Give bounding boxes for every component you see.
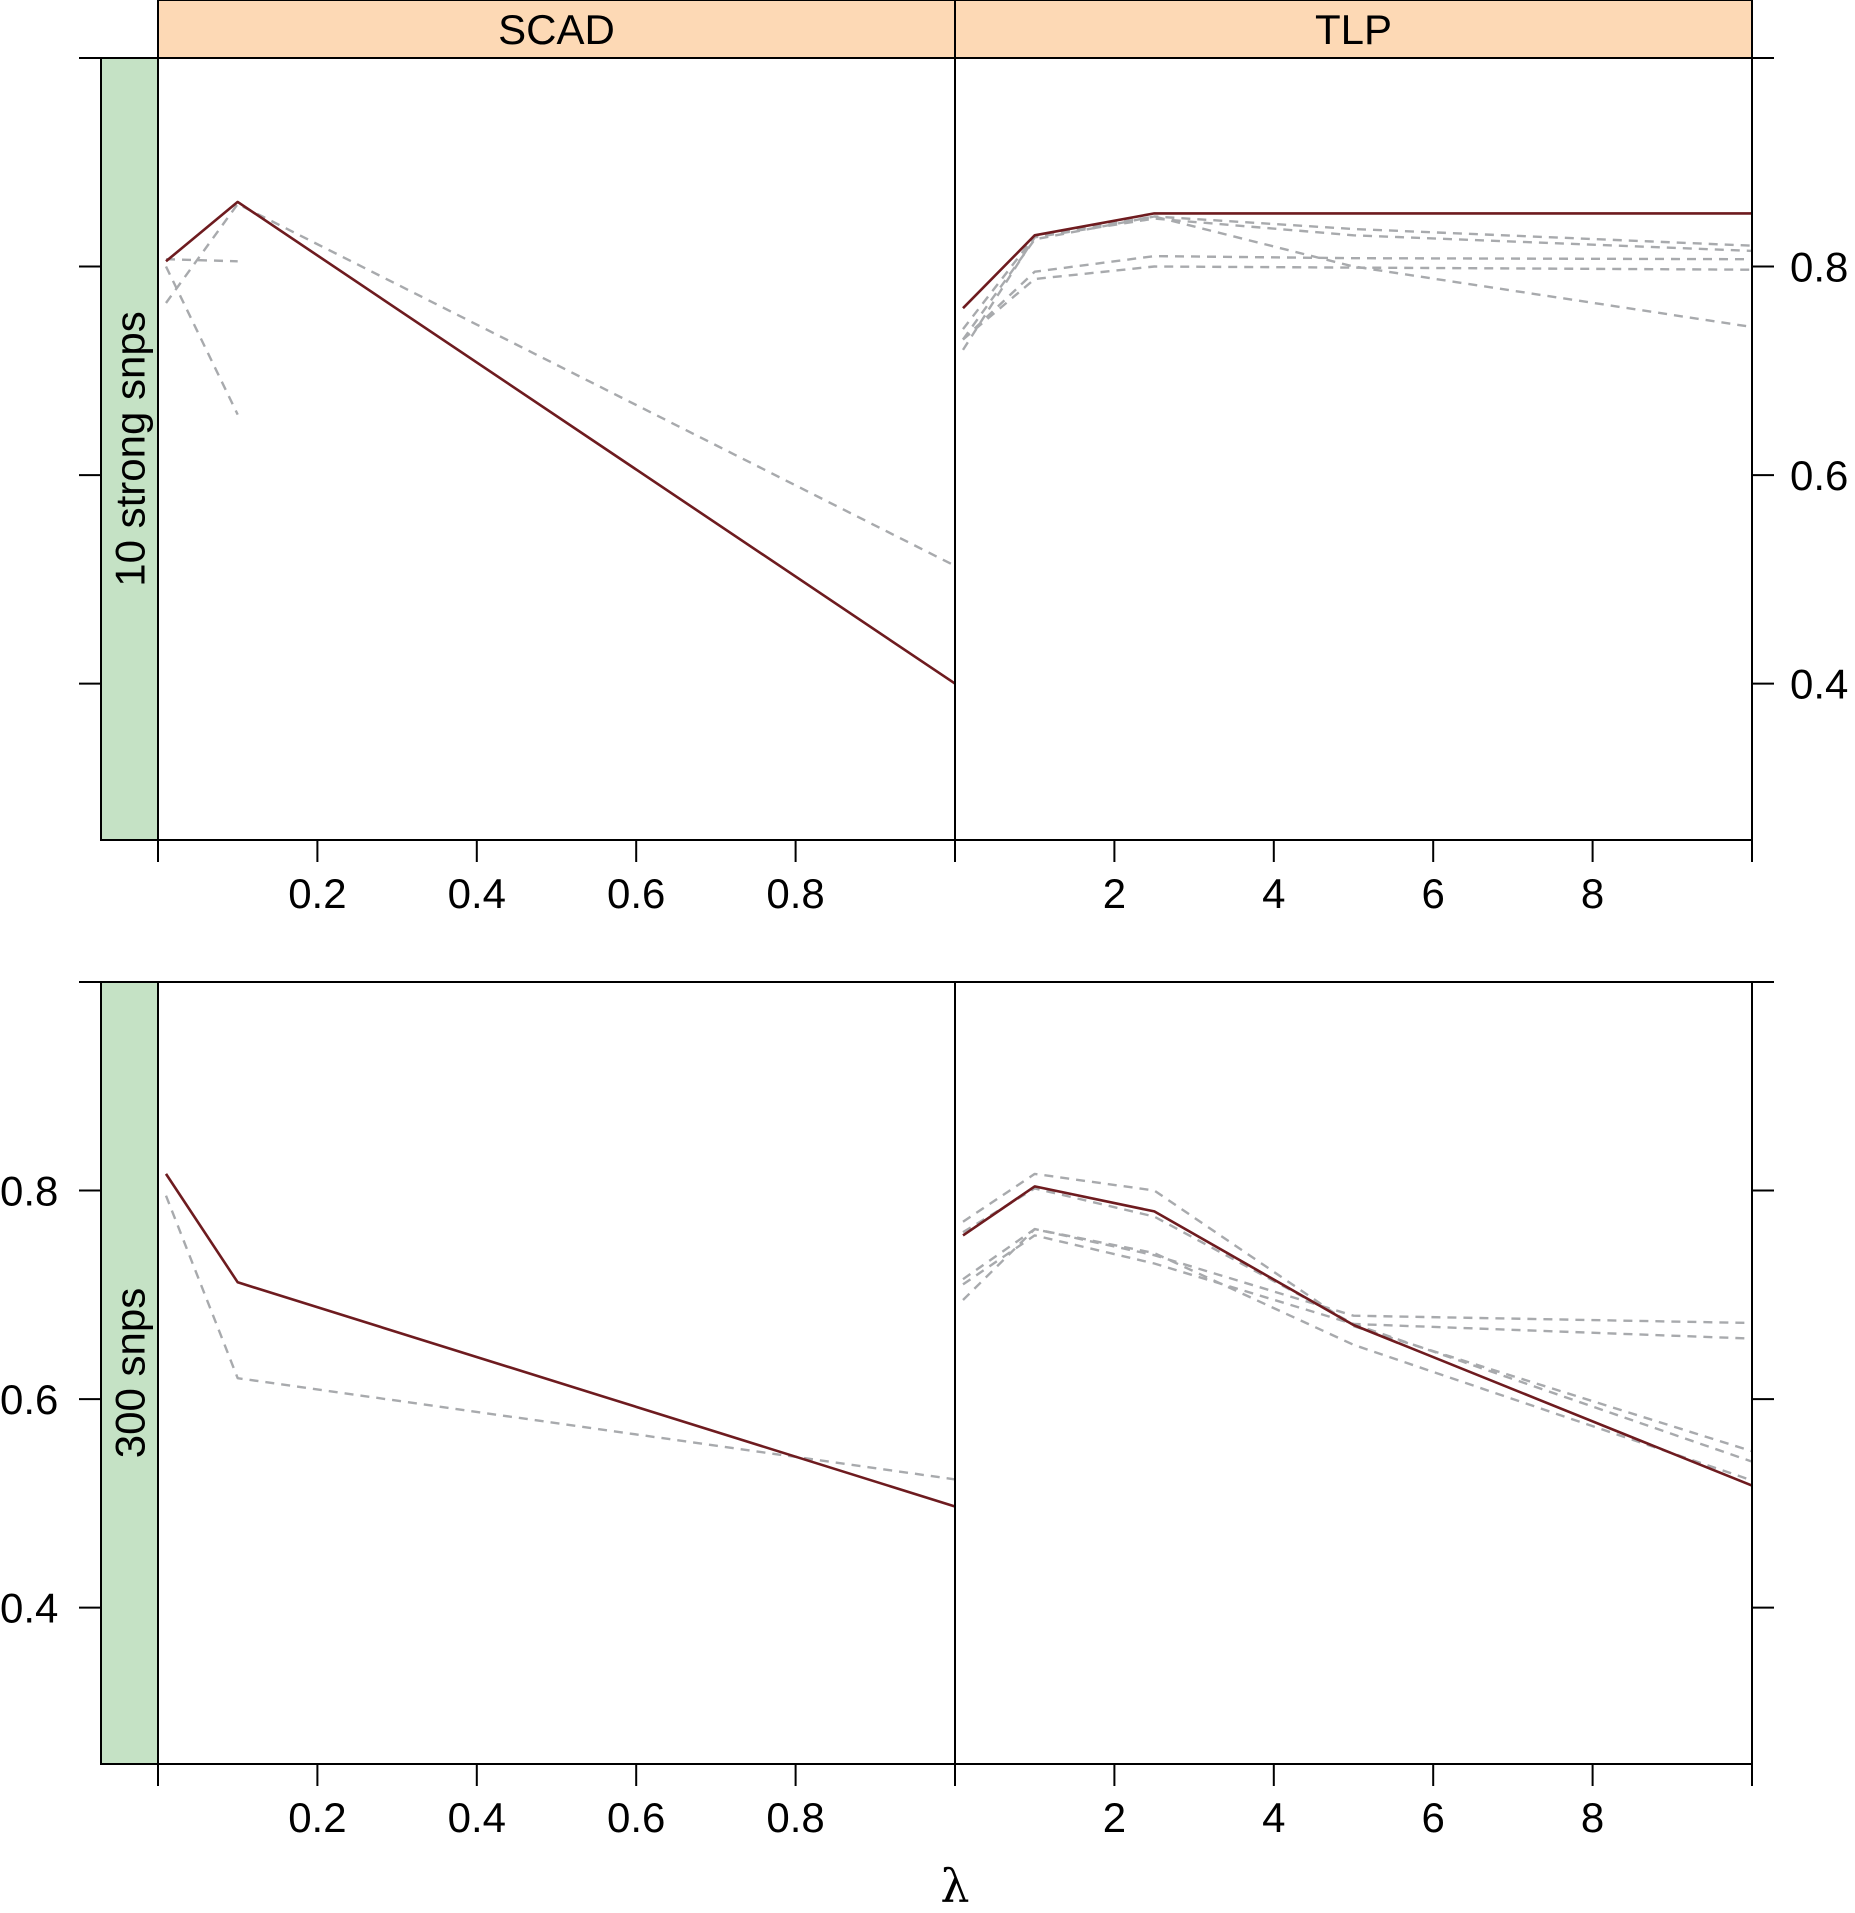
panel-frame [954,981,1753,1765]
x-axis-label: λ [940,1859,969,1913]
x-tick-label: 6 [1422,1794,1445,1841]
x-tick-label: 4 [1262,870,1285,917]
column-strip-label: SCAD [498,6,615,53]
column-strip [157,0,956,59]
y-tick-label: 0.6 [0,1376,58,1423]
column-strip-label: TLP [1315,6,1392,53]
x-tick-label: 2 [1103,1794,1126,1841]
x-tick-label: 2 [1103,870,1126,917]
series-line-solid [164,1173,956,1508]
series-line-solid [962,1185,1753,1487]
row-strip [100,981,159,1765]
series-line-dashed [962,1227,1753,1325]
frame-layer [157,57,1753,1765]
series-line-dashed [164,265,239,416]
x-tick-label: 0.6 [607,870,665,917]
x-tick-label: 0.4 [448,870,506,917]
series-line-dashed [962,254,1753,341]
x-tick-label: 0.2 [288,1794,346,1841]
series-line-solid [962,212,1752,310]
series-layer [164,200,1753,1508]
series-line-dashed [164,1195,956,1481]
x-tick-label: 0.2 [288,870,346,917]
series-line-dashed [165,258,238,263]
series-line-dashed [962,1227,1753,1482]
series-line-dashed [962,215,1753,330]
y-tick-label: 0.4 [0,1585,58,1632]
x-tick-label: 8 [1581,1794,1604,1841]
series-line-dashed [165,202,956,567]
x-tick-label: 8 [1581,870,1604,917]
series-line-dashed [961,217,1753,351]
series-line-dashed [962,215,1753,341]
x-tick-label: 0.8 [766,1794,824,1841]
series-line-dashed [962,1234,1753,1340]
x-tick-label: 6 [1422,870,1445,917]
series-line-solid [165,200,956,685]
axis-layer: 0.2 0.4 0.6 0.8 2 4 6 8 0.2 0.4 0.6 0.8 2 4 6 8 0.4 0.4 0.… [0,57,1848,1841]
x-tick-label: 4 [1262,1794,1285,1841]
y-tick-label: 0.4 [1790,661,1848,708]
series-line-dashed [962,265,1753,341]
row-strip-label: 10 strong snps [107,311,154,587]
y-tick-label: 0.8 [1790,244,1848,291]
strips-layer: SCAD TLP 10 strong snps 300 snps [100,0,1753,1765]
panel-frame [954,57,1753,841]
x-tick-label: 0.8 [766,870,824,917]
y-tick-label: 0.6 [1790,452,1848,499]
x-tick-label: 0.6 [607,1794,665,1841]
row-strip-label: 300 snps [107,1288,154,1458]
x-tick-label: 0.4 [448,1794,506,1841]
y-tick-label: 0.8 [0,1168,58,1215]
column-strip [954,0,1753,59]
